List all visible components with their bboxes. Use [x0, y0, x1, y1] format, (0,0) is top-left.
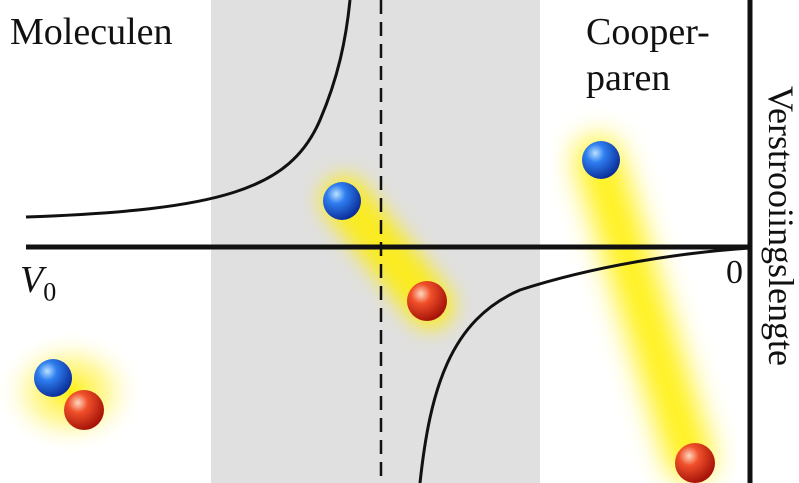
v0-label: V0 [20, 258, 56, 308]
v0-subscript: 0 [43, 277, 57, 307]
zero-label: 0 [726, 254, 743, 291]
cooper-blue-particle [582, 141, 620, 179]
molecules-label: Moleculen [10, 11, 173, 53]
molecule-blue-particle [34, 359, 72, 397]
scattering-length-axis-label: Verstrooiingslengte [761, 86, 799, 366]
middle-blue-particle [323, 182, 361, 220]
cooper-red-particle [675, 443, 715, 483]
v0-main: V [20, 259, 44, 301]
middle-red-particle [407, 281, 447, 321]
cooper-pairs-label-line2: paren [586, 57, 671, 99]
scattering-length-curve-left [25, 0, 352, 219]
molecule-glow [0, 330, 145, 454]
molecule-red-particle [64, 390, 104, 430]
scattering-length-curve-right [418, 246, 751, 483]
cooper-pair-glow [575, 137, 713, 481]
cooper-pairs-label-line1: Cooper- [586, 11, 710, 53]
